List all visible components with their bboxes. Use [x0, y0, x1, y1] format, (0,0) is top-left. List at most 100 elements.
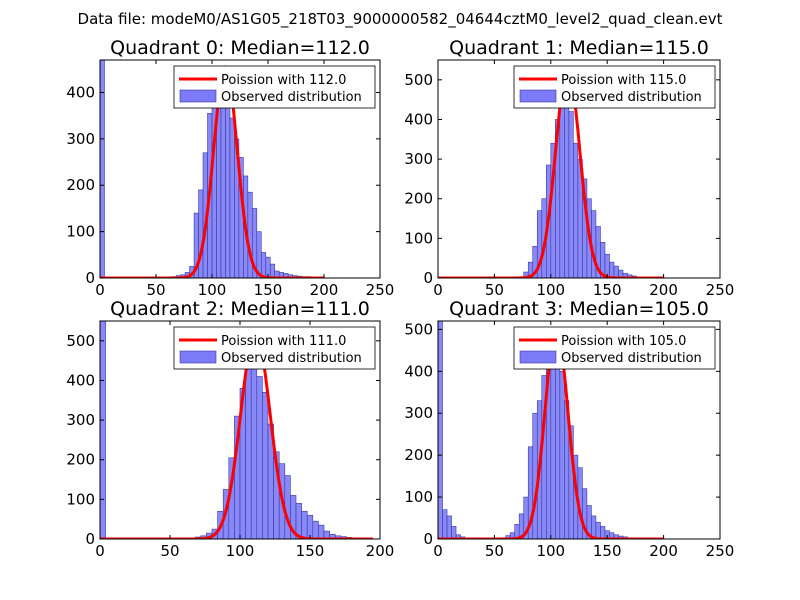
y-tick-label: 100: [404, 229, 433, 247]
subplot-title: Quadrant 3: Median=105.0: [449, 298, 709, 320]
histogram-bar: [613, 265, 619, 278]
y-tick-label: 500: [404, 71, 433, 89]
histogram-bar: [247, 191, 253, 278]
histogram-bar: [269, 263, 276, 278]
subplot-quadrant-0: Quadrant 0: Median=112.0 0 50 100 150 200 250 0…: [66, 37, 394, 299]
histogram-bar: [256, 376, 263, 539]
legend-label-poisson: Poission with 115.0: [561, 73, 686, 88]
histogram-bar: [262, 392, 269, 539]
legend-label-observed: Observed distribution: [221, 90, 362, 105]
histogram-bar: [559, 371, 565, 539]
histogram-bar: [532, 412, 538, 539]
x-tick-label: 250: [706, 281, 735, 299]
x-tick-label: 50: [160, 542, 179, 560]
legend-label-observed: Observed distribution: [561, 351, 702, 366]
y-tick-label: 500: [66, 332, 95, 350]
histogram-bar: [284, 475, 291, 539]
histogram-bar: [220, 92, 226, 278]
legend-label-observed: Observed distribution: [561, 90, 702, 105]
histogram-bar: [100, 60, 105, 278]
histogram-bar: [559, 103, 565, 278]
x-tick-label: 150: [593, 281, 622, 299]
y-tick-label: 100: [66, 490, 95, 508]
x-tick-label: 0: [433, 542, 443, 560]
y-tick-label: 0: [423, 269, 433, 287]
y-tick-label: 200: [66, 176, 95, 194]
x-tick-label: 100: [536, 281, 565, 299]
x-tick-label: 250: [706, 542, 735, 560]
x-tick-label: 200: [649, 281, 678, 299]
subplot-quadrant-1: Quadrant 1: Median=115.0 0 50 100 150 200 250 0…: [404, 37, 734, 299]
y-tick-label: 200: [404, 446, 433, 464]
y-tick-label: 0: [85, 530, 95, 548]
subplot-title: Quadrant 0: Median=112.0: [110, 37, 370, 59]
x-tick-label: 200: [310, 281, 339, 299]
subplot-quadrant-3: Quadrant 3: Median=105.0 0 50 100 150 200 250 0…: [404, 298, 734, 560]
x-tick-label: 50: [485, 281, 504, 299]
y-tick-label: 0: [85, 269, 95, 287]
histogram-bar: [260, 252, 267, 278]
histogram-bar: [573, 142, 579, 278]
histogram-bar: [318, 524, 325, 539]
legend-bar-swatch: [519, 89, 557, 103]
axes-frame: [437, 320, 721, 540]
histogram-bar: [229, 117, 235, 278]
axes-frame: [437, 59, 721, 279]
subplots: Quadrant 0: Median=112.0 0 50 100 150 200 250 0…: [66, 37, 734, 560]
legend-label-poisson: Poission with 111.0: [221, 334, 346, 349]
histogram-bar: [550, 345, 556, 539]
y-tick-label: 200: [66, 451, 95, 469]
histogram-bar: [250, 348, 258, 539]
histogram-bar: [245, 360, 252, 539]
x-tick-label: 0: [433, 281, 443, 299]
x-tick-label: 200: [649, 542, 678, 560]
subplot-quadrant-2: Quadrant 2: Median=111.0 0 50 100 150 200 0 100…: [66, 298, 394, 560]
histogram-bar: [225, 99, 231, 278]
histogram-bar: [555, 350, 561, 539]
y-tick-label: 300: [66, 130, 95, 148]
y-tick-label: 100: [404, 488, 433, 506]
x-tick-label: 50: [485, 542, 504, 560]
poisson-curve: [100, 331, 373, 539]
legend-bar-swatch: [179, 89, 217, 103]
legend-label-observed: Observed distribution: [221, 351, 362, 366]
x-tick-label: 0: [95, 542, 105, 560]
axes-frame: [99, 59, 381, 279]
histogram-bar: [301, 510, 308, 539]
y-tick-label: 400: [66, 83, 95, 101]
x-tick-label: 150: [296, 542, 325, 560]
y-tick-label: 400: [66, 371, 95, 389]
histogram-bar: [442, 509, 448, 539]
histogram-bar: [595, 521, 601, 539]
y-tick-label: 300: [66, 411, 95, 429]
histogram-bar: [100, 321, 106, 539]
poisson-curve: [438, 65, 664, 278]
legend-bar-swatch: [179, 350, 217, 364]
subplot-title: Quadrant 1: Median=115.0: [449, 37, 709, 59]
x-tick-label: 200: [366, 542, 395, 560]
histogram-bar: [568, 111, 574, 278]
y-tick-label: 300: [404, 404, 433, 422]
y-tick-label: 100: [66, 223, 95, 241]
subplot-title: Quadrant 2: Median=111.0: [110, 298, 370, 320]
y-tick-label: 0: [423, 530, 433, 548]
x-tick-label: 150: [593, 542, 622, 560]
poisson-curve: [100, 65, 324, 278]
y-tick-label: 300: [404, 150, 433, 168]
histogram-bar: [438, 321, 443, 539]
histogram-bar: [600, 526, 606, 539]
legend-label-poisson: Poission with 105.0: [561, 334, 686, 349]
y-tick-label: 400: [404, 362, 433, 380]
x-tick-label: 0: [95, 281, 105, 299]
x-tick-label: 250: [366, 281, 395, 299]
histogram-bar: [451, 526, 457, 539]
legend-label-poisson: Poission with 112.0: [221, 73, 346, 88]
y-tick-label: 200: [404, 190, 433, 208]
x-tick-label: 50: [146, 281, 165, 299]
legend-bar-swatch: [519, 350, 557, 364]
histogram-bar: [564, 97, 570, 278]
histogram-bar: [198, 189, 204, 278]
y-tick-label: 500: [404, 320, 433, 338]
x-tick-label: 100: [226, 542, 255, 560]
